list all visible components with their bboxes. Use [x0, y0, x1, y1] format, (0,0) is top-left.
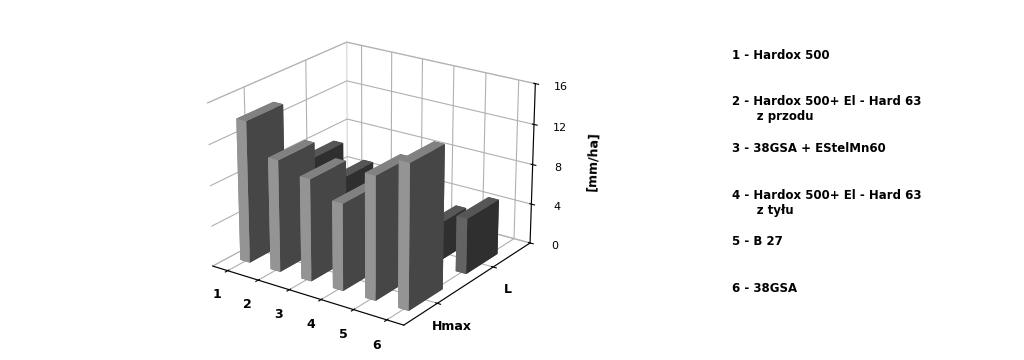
- Text: 2 - Hardox 500+ El - Hard 63
      z przodu: 2 - Hardox 500+ El - Hard 63 z przodu: [731, 95, 921, 123]
- Text: 4 - Hardox 500+ El - Hard 63
      z tyłu: 4 - Hardox 500+ El - Hard 63 z tyłu: [731, 189, 922, 217]
- Text: 5 - B 27: 5 - B 27: [731, 235, 782, 248]
- Text: 3 - 38GSA + EStelMn60: 3 - 38GSA + EStelMn60: [731, 142, 886, 155]
- Text: 1 - Hardox 500: 1 - Hardox 500: [731, 49, 829, 62]
- Text: 6 - 38GSA: 6 - 38GSA: [731, 282, 797, 295]
